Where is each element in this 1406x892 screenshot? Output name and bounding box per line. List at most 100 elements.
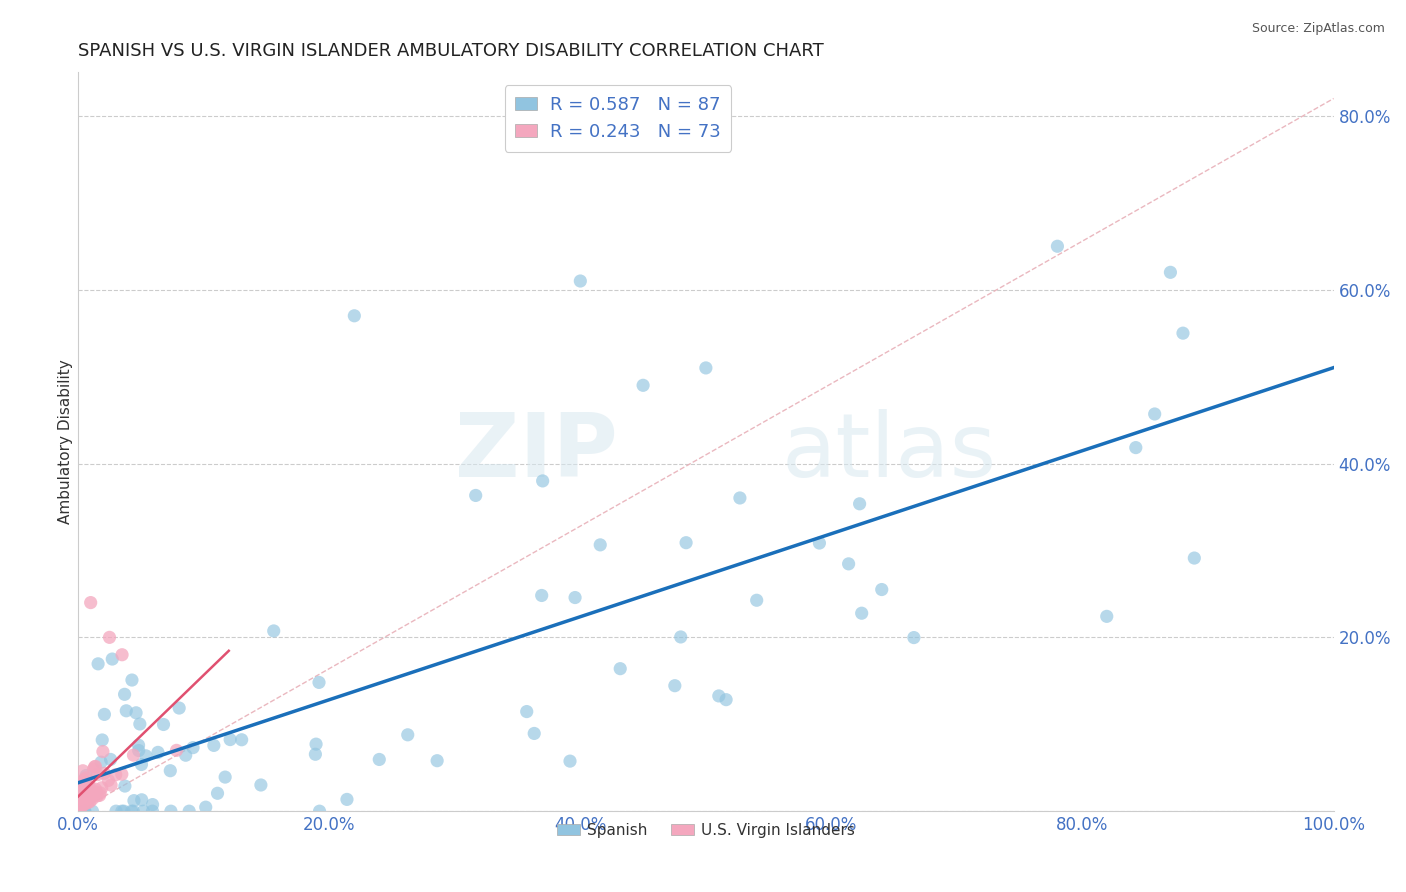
Point bbox=[115, 704, 138, 718]
Point bbox=[745, 593, 768, 607]
Point bbox=[122, 804, 145, 818]
Point bbox=[69, 792, 91, 806]
Point bbox=[76, 796, 98, 810]
Point bbox=[219, 732, 242, 747]
Point bbox=[308, 804, 330, 818]
Point bbox=[75, 785, 97, 799]
Point bbox=[131, 793, 153, 807]
Text: atlas: atlas bbox=[782, 409, 997, 496]
Point bbox=[67, 795, 90, 809]
Point bbox=[159, 764, 181, 778]
Point bbox=[72, 774, 94, 789]
Point bbox=[67, 793, 90, 807]
Point bbox=[73, 804, 96, 818]
Point bbox=[167, 701, 190, 715]
Point bbox=[121, 804, 143, 818]
Point bbox=[202, 739, 225, 753]
Point bbox=[308, 675, 330, 690]
Point bbox=[67, 798, 90, 813]
Point bbox=[707, 689, 730, 703]
Point bbox=[121, 673, 143, 687]
Point bbox=[214, 770, 236, 784]
Point bbox=[72, 798, 94, 813]
Point bbox=[72, 773, 94, 788]
Point bbox=[368, 752, 391, 766]
Point bbox=[516, 705, 538, 719]
Point bbox=[73, 804, 96, 818]
Point bbox=[83, 760, 105, 774]
Point bbox=[131, 757, 153, 772]
Point bbox=[73, 797, 96, 811]
Point bbox=[664, 679, 686, 693]
Point bbox=[263, 624, 285, 638]
Point bbox=[695, 360, 717, 375]
Point bbox=[84, 782, 107, 797]
Point bbox=[1171, 326, 1194, 341]
Point bbox=[609, 662, 631, 676]
Point bbox=[93, 766, 115, 780]
Point bbox=[336, 792, 359, 806]
Point bbox=[101, 652, 124, 666]
Text: ZIP: ZIP bbox=[456, 409, 619, 496]
Point bbox=[1143, 407, 1166, 421]
Point bbox=[179, 804, 201, 818]
Point bbox=[132, 804, 155, 818]
Point bbox=[76, 790, 98, 805]
Point bbox=[72, 764, 94, 778]
Point bbox=[76, 791, 98, 805]
Point bbox=[125, 706, 148, 720]
Point bbox=[128, 738, 150, 752]
Point bbox=[86, 767, 108, 781]
Point bbox=[114, 779, 136, 793]
Point bbox=[98, 631, 121, 645]
Point bbox=[75, 772, 97, 787]
Point bbox=[67, 787, 90, 801]
Point bbox=[104, 804, 127, 818]
Point bbox=[464, 488, 486, 502]
Point bbox=[69, 794, 91, 808]
Point bbox=[82, 762, 104, 776]
Point bbox=[72, 792, 94, 806]
Point bbox=[396, 728, 419, 742]
Point bbox=[67, 796, 90, 810]
Point bbox=[73, 794, 96, 808]
Point bbox=[75, 782, 97, 797]
Point bbox=[83, 788, 105, 802]
Point bbox=[848, 497, 870, 511]
Point bbox=[166, 743, 188, 757]
Point bbox=[304, 747, 326, 762]
Y-axis label: Ambulatory Disability: Ambulatory Disability bbox=[58, 359, 73, 524]
Point bbox=[343, 309, 366, 323]
Point bbox=[808, 536, 831, 550]
Point bbox=[100, 778, 122, 792]
Point bbox=[1182, 551, 1205, 566]
Point bbox=[72, 791, 94, 805]
Point bbox=[76, 783, 98, 797]
Point bbox=[675, 535, 697, 549]
Point bbox=[141, 804, 163, 818]
Point bbox=[97, 773, 120, 788]
Point bbox=[70, 797, 93, 811]
Point bbox=[77, 793, 100, 807]
Point bbox=[128, 717, 150, 731]
Point bbox=[91, 733, 114, 747]
Point bbox=[426, 754, 449, 768]
Point bbox=[160, 804, 183, 818]
Text: Source: ZipAtlas.com: Source: ZipAtlas.com bbox=[1251, 22, 1385, 36]
Point bbox=[90, 780, 112, 795]
Point bbox=[305, 737, 328, 751]
Point bbox=[564, 591, 586, 605]
Point bbox=[111, 767, 134, 781]
Point bbox=[76, 786, 98, 800]
Point bbox=[135, 748, 157, 763]
Point bbox=[104, 767, 127, 781]
Point bbox=[112, 804, 135, 818]
Point bbox=[631, 378, 654, 392]
Point bbox=[76, 790, 98, 805]
Point bbox=[669, 630, 692, 644]
Point bbox=[728, 491, 751, 505]
Point bbox=[1125, 441, 1147, 455]
Point bbox=[75, 768, 97, 782]
Point bbox=[207, 786, 229, 800]
Point bbox=[181, 740, 204, 755]
